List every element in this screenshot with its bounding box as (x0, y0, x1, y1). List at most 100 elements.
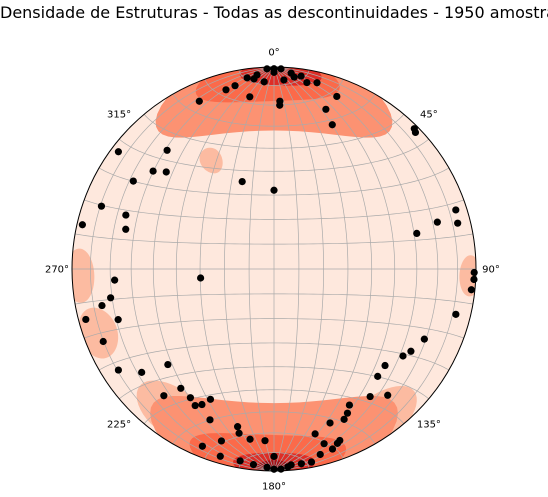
pole-point (277, 65, 285, 73)
pole-point (243, 74, 251, 82)
pole-point (122, 211, 130, 219)
pole-point (270, 465, 278, 473)
pole-point (238, 178, 246, 186)
pole-point (249, 460, 258, 469)
azimuth-label: 270° (45, 265, 69, 276)
pole-point (277, 465, 285, 473)
pole-point (191, 401, 199, 410)
small-circle (204, 432, 344, 459)
pole-point (433, 218, 441, 226)
small-circle (84, 199, 464, 220)
small-circle (84, 318, 464, 339)
pole-point (452, 310, 460, 318)
pole-point (261, 437, 269, 445)
pole-point (107, 294, 115, 302)
pole-point (297, 72, 305, 80)
small-circle (75, 293, 473, 305)
pole-point (313, 79, 321, 87)
pole-point (263, 463, 271, 471)
pole-point (322, 105, 330, 113)
pole-point (246, 93, 254, 101)
pole-point (270, 452, 278, 461)
pole-point (206, 416, 214, 424)
pole-point (149, 167, 157, 175)
pole-point (470, 275, 478, 284)
pole-point (246, 435, 254, 443)
stereonet-grid (72, 67, 476, 471)
pole-point (328, 121, 336, 129)
pole-point (99, 337, 107, 346)
pole-point (198, 442, 206, 450)
pole-point (160, 392, 168, 400)
pole-point (250, 75, 258, 83)
pole-point (163, 146, 171, 154)
small-circle (204, 79, 344, 106)
pole-point (343, 409, 352, 417)
pole-point (413, 229, 421, 238)
pole-point (270, 186, 278, 194)
pole-point (336, 436, 344, 445)
pole-point (186, 394, 194, 402)
pole-point (234, 423, 242, 431)
pole-point (114, 148, 122, 156)
pole-point (231, 82, 239, 90)
small-circle (143, 114, 405, 149)
density-zone (199, 147, 223, 174)
pole-point (407, 347, 415, 355)
pole-point (326, 419, 334, 427)
pole-point (452, 206, 460, 214)
pole-point (122, 225, 130, 233)
pole-point (164, 360, 172, 369)
pole-point (222, 86, 230, 94)
pole-point (82, 315, 90, 324)
pole-point (307, 458, 316, 466)
pole-point (311, 430, 319, 438)
azimuth-label: 0° (268, 48, 279, 59)
pole-point (340, 415, 348, 423)
pole-point (420, 335, 428, 343)
pole-point (411, 128, 420, 136)
pole-point (97, 202, 106, 210)
pole-point (276, 101, 284, 109)
pole-point (206, 395, 215, 403)
primitive-circle (71, 66, 477, 472)
azimuth-label: 180° (262, 482, 286, 493)
small-circle (75, 233, 473, 245)
pole-point (198, 400, 206, 409)
pole-point (177, 384, 185, 392)
pole-point (297, 460, 305, 468)
pole-point (98, 301, 106, 310)
pole-point (162, 168, 170, 176)
pole-point (303, 78, 311, 87)
pole-point (195, 97, 203, 105)
azimuth-label: 135° (417, 419, 441, 430)
azimuth-label: 225° (107, 419, 131, 430)
pole-point (454, 219, 462, 227)
pole-point (236, 457, 244, 465)
pole-point (235, 429, 243, 437)
pole-point (328, 445, 337, 453)
pole-point (111, 276, 119, 284)
small-circle (143, 389, 405, 424)
azimuth-label: 315° (107, 110, 131, 121)
pole-point (114, 366, 122, 374)
pole-point (290, 73, 298, 81)
small-circle (119, 138, 429, 172)
pole-point (78, 221, 86, 229)
pole-point (467, 286, 475, 294)
azimuth-labels: 0° 45° 90° 135° 180° 225° 270° 315° (45, 48, 500, 493)
chart-title: Densidade de Estruturas - Todas as desco… (0, 3, 548, 22)
azimuth-label: 90° (482, 265, 500, 276)
small-circle (119, 366, 429, 400)
pole-point (129, 177, 137, 185)
pole-point (384, 391, 392, 399)
pole-point (366, 392, 374, 401)
pole-point (114, 316, 122, 324)
small-circle (238, 452, 310, 469)
small-circle (172, 411, 376, 445)
pole-points (78, 65, 478, 473)
pole-point (374, 372, 382, 380)
pole-point (280, 76, 288, 84)
pole-point (287, 461, 295, 469)
